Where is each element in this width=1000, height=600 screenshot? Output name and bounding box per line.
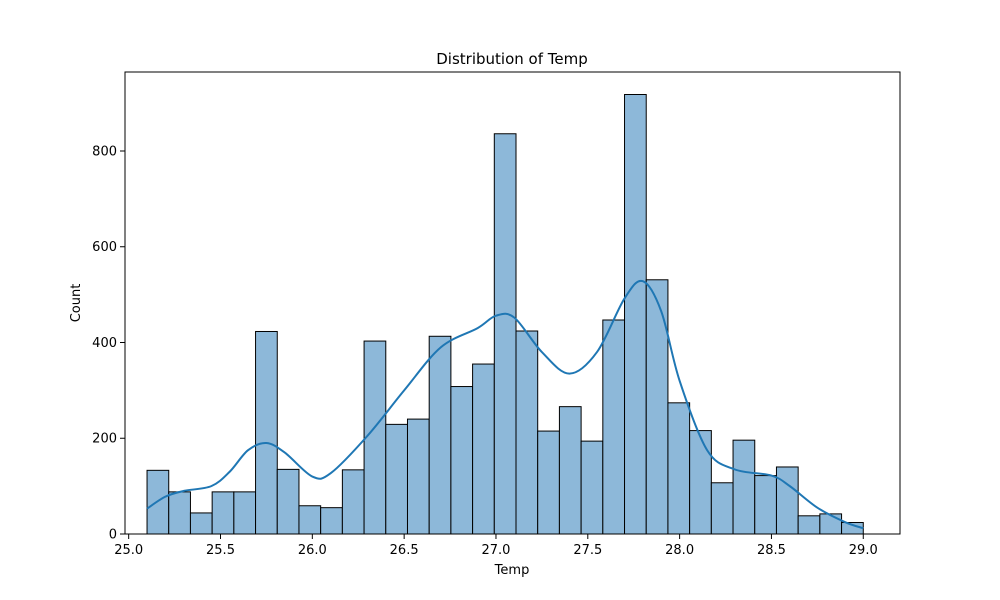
plot-area-frame [124, 71, 901, 535]
histogram-bar [624, 94, 647, 535]
histogram-bar [428, 335, 452, 535]
histogram-bar [189, 512, 213, 535]
histogram-bar [363, 340, 387, 535]
histogram-bar [233, 491, 257, 535]
histogram-bar [450, 386, 474, 535]
histogram-bar [689, 430, 712, 535]
y-tick-label: 800 [92, 144, 117, 159]
x-tick-label: 25.0 [114, 543, 143, 558]
histogram-bar [406, 418, 430, 535]
x-axis-ticks: 25.0 25.5 26.0 26.5 27.0 27.5 28.0 28.5 29.0 [114, 534, 878, 558]
histogram-bar [276, 468, 300, 535]
y-tick-label: 600 [92, 240, 117, 255]
histogram-bar [580, 440, 604, 535]
y-tick-label: 200 [92, 432, 117, 447]
histogram-bar [211, 491, 235, 535]
histogram-bar [667, 402, 691, 535]
x-tick-label: 29.0 [849, 543, 878, 558]
x-axis-label: Temp [494, 563, 530, 578]
x-tick-label: 27.0 [481, 543, 510, 558]
kde-line [146, 279, 864, 530]
x-tick-label: 27.5 [573, 543, 602, 558]
histogram-bar [515, 330, 539, 535]
histogram-bar [537, 430, 560, 535]
histogram-bar [732, 439, 756, 535]
histogram-bar [754, 475, 777, 535]
y-tick-label: 0 [109, 528, 117, 543]
histogram-bar [255, 330, 278, 535]
x-tick-label: 26.5 [390, 543, 419, 558]
x-tick-label: 25.5 [206, 543, 235, 558]
x-tick-label: 26.0 [298, 543, 327, 558]
histogram-bar [775, 466, 799, 535]
histogram-bar [472, 363, 495, 535]
histogram-bar [602, 319, 626, 535]
x-tick-label: 28.5 [757, 543, 786, 558]
histogram-bars [146, 94, 864, 535]
histogram-bar [558, 406, 582, 535]
histogram-bar [797, 515, 821, 535]
chart-title: Distribution of Temp [436, 50, 587, 68]
x-tick-label: 28.0 [665, 543, 694, 558]
histogram-bar [710, 482, 734, 535]
histogram-bar [493, 133, 517, 535]
y-tick-label: 400 [92, 336, 117, 351]
y-axis-ticks: 0 200 400 600 800 [92, 144, 125, 543]
histogram-bar [645, 279, 669, 535]
y-axis-label: Count [69, 284, 84, 323]
histogram-bar [341, 469, 365, 535]
histogram-bar [168, 491, 191, 535]
histogram-bar [385, 423, 408, 535]
histogram-bar [298, 505, 322, 535]
histogram-bar [819, 513, 843, 535]
histogram-bar [320, 507, 343, 535]
